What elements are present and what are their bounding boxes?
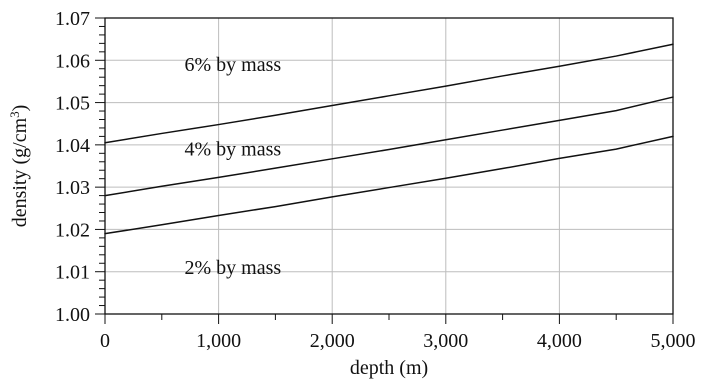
y-axis-title: density (g/cm3): [7, 105, 31, 228]
y-axis-title-suffix: ): [9, 105, 31, 112]
y-axis-title-superscript: 3: [7, 111, 22, 118]
x-tick-labels: 0 1,000 2,000 3,000 4,000 5,000: [100, 330, 696, 352]
series-line-4-by-mass: [104, 96, 674, 197]
y-tick-label: 1.01: [55, 262, 90, 284]
y-tick-label: 1.02: [55, 219, 90, 241]
y-tick-label: 1.07: [55, 8, 90, 30]
y-tick-label: 1.04: [55, 135, 90, 157]
series-label: 2% by mass: [185, 257, 282, 279]
y-tick-label: 1.03: [55, 177, 90, 199]
x-tick-label: 2,000: [310, 330, 355, 352]
x-tick-label: 3,000: [423, 330, 468, 352]
x-tick-label: 1,000: [196, 330, 241, 352]
x-tick-label: 5,000: [651, 330, 696, 352]
grid-lines: [105, 18, 673, 314]
axis-ticks: [95, 17, 674, 324]
series-label: 6% by mass: [185, 54, 282, 76]
series-line-6-by-mass: [104, 43, 674, 144]
series-line-2-by-mass: [104, 135, 674, 235]
y-axis-title-main: density (g/cm: [9, 117, 31, 227]
x-tick-label: 4,000: [537, 330, 582, 352]
series-label: 4% by mass: [185, 138, 282, 160]
x-axis-title: depth (m): [350, 357, 428, 379]
x-tick-label: 0: [100, 330, 110, 352]
y-tick-label: 1.06: [55, 50, 90, 72]
y-tick-label: 1.00: [55, 304, 90, 326]
y-tick-labels: 1.00 1.01 1.02 1.03 1.04 1.05 1.06 1.07: [55, 8, 90, 326]
series-lines: 6% by mass 4% by mass 2% by mass: [104, 43, 674, 279]
y-tick-label: 1.05: [55, 93, 90, 115]
